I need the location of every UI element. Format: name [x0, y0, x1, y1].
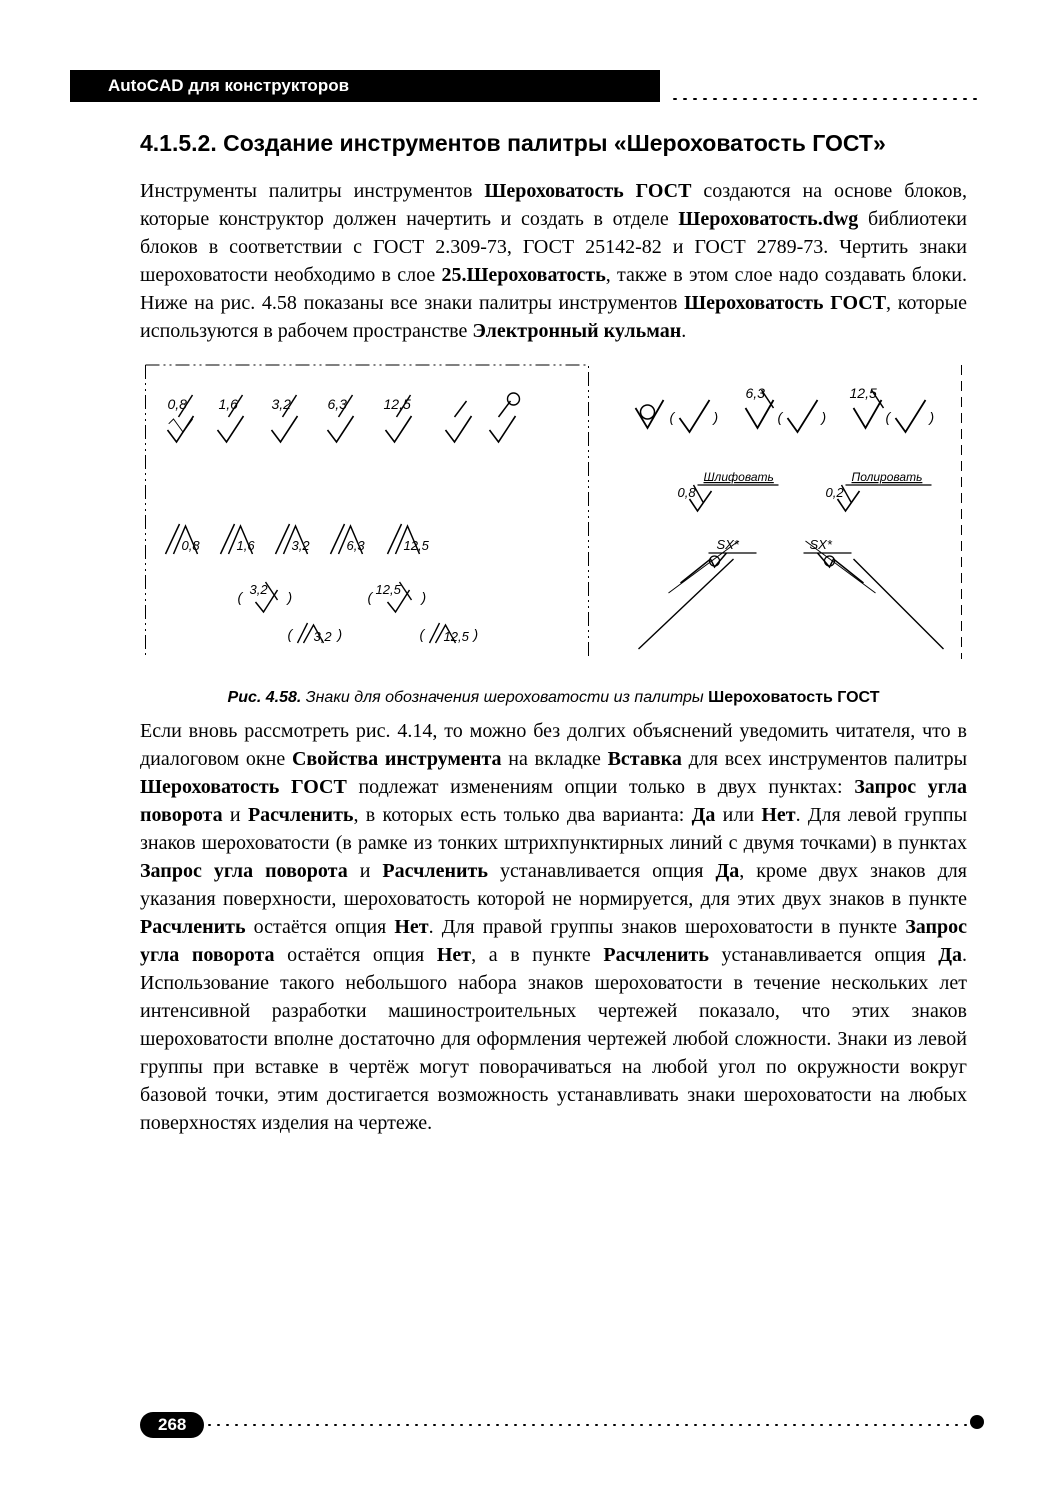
svg-text:): ): [420, 589, 427, 605]
paragraph-1: Инструменты палитры инструментов Шерохов…: [140, 177, 967, 345]
figure-caption: Рис. 4.58. Знаки для обозначения шерохов…: [140, 689, 967, 707]
section-heading: 4.1.5.2. Создание инструментов палитры «…: [140, 130, 967, 157]
svg-text:): ): [820, 409, 827, 425]
svg-text:(: (: [288, 626, 294, 642]
svg-text:12,5: 12,5: [444, 629, 470, 644]
running-header: AutoCAD для конструкторов: [70, 70, 982, 102]
content-area: 4.1.5.2. Создание инструментов палитры «…: [70, 130, 982, 1137]
svg-text:Шлифовать: Шлифовать: [704, 470, 774, 484]
svg-text:3,2: 3,2: [272, 396, 292, 412]
footer-dots: [205, 1422, 982, 1428]
svg-text:(: (: [368, 589, 374, 605]
header-black-block: AutoCAD для конструкторов: [70, 70, 660, 102]
svg-text:): ): [472, 626, 479, 642]
svg-text:1,6: 1,6: [237, 538, 256, 553]
svg-text:0,8: 0,8: [182, 538, 201, 553]
section-title-text: Создание инструментов палитры «Шероховат…: [223, 130, 886, 156]
svg-text:(: (: [420, 626, 426, 642]
paragraph-2: Если вновь рассмотреть рис. 4.14, то мож…: [140, 717, 967, 1137]
svg-text:SX*: SX*: [810, 537, 833, 552]
page: AutoCAD для конструкторов 4.1.5.2. Созда…: [0, 0, 1052, 1500]
svg-text:6,3: 6,3: [328, 396, 348, 412]
svg-text:(: (: [778, 409, 784, 425]
svg-text:1,6: 1,6: [219, 396, 239, 412]
svg-text:0,8: 0,8: [168, 396, 188, 412]
svg-text:(: (: [670, 409, 676, 425]
svg-text:6,3: 6,3: [347, 538, 366, 553]
svg-text:Полировать: Полировать: [852, 470, 923, 484]
svg-text:): ): [286, 589, 293, 605]
row1-checks: 0,8 1,6 3,2 6,3: [168, 391, 520, 442]
svg-text:0,8: 0,8: [678, 485, 697, 500]
footer: 268: [70, 1410, 982, 1440]
svg-text:6,3: 6,3: [746, 385, 766, 401]
svg-text:): ): [712, 409, 719, 425]
svg-text:(: (: [886, 409, 892, 425]
running-title: AutoCAD для конструкторов: [108, 76, 349, 96]
footer-terminal-dot: [970, 1415, 984, 1429]
svg-text:12,5: 12,5: [384, 396, 411, 412]
section-number: 4.1.5.2.: [140, 130, 217, 156]
svg-text:12,5: 12,5: [376, 582, 402, 597]
svg-text:3,2: 3,2: [250, 582, 269, 597]
svg-text:3,2: 3,2: [314, 629, 333, 644]
svg-text:12,5: 12,5: [404, 538, 430, 553]
page-number-badge: 268: [140, 1412, 204, 1438]
svg-text:): ): [928, 409, 935, 425]
roughness-symbols-svg: 0,8 1,6 3,2 6,3: [140, 359, 967, 679]
svg-text:(: (: [238, 589, 244, 605]
svg-text:): ): [336, 626, 343, 642]
figure-4-58: 0,8 1,6 3,2 6,3: [140, 359, 967, 679]
svg-text:0,2: 0,2: [826, 485, 845, 500]
svg-text:SX*: SX*: [717, 537, 740, 552]
header-dots: [670, 96, 982, 102]
svg-text:3,2: 3,2: [292, 538, 311, 553]
